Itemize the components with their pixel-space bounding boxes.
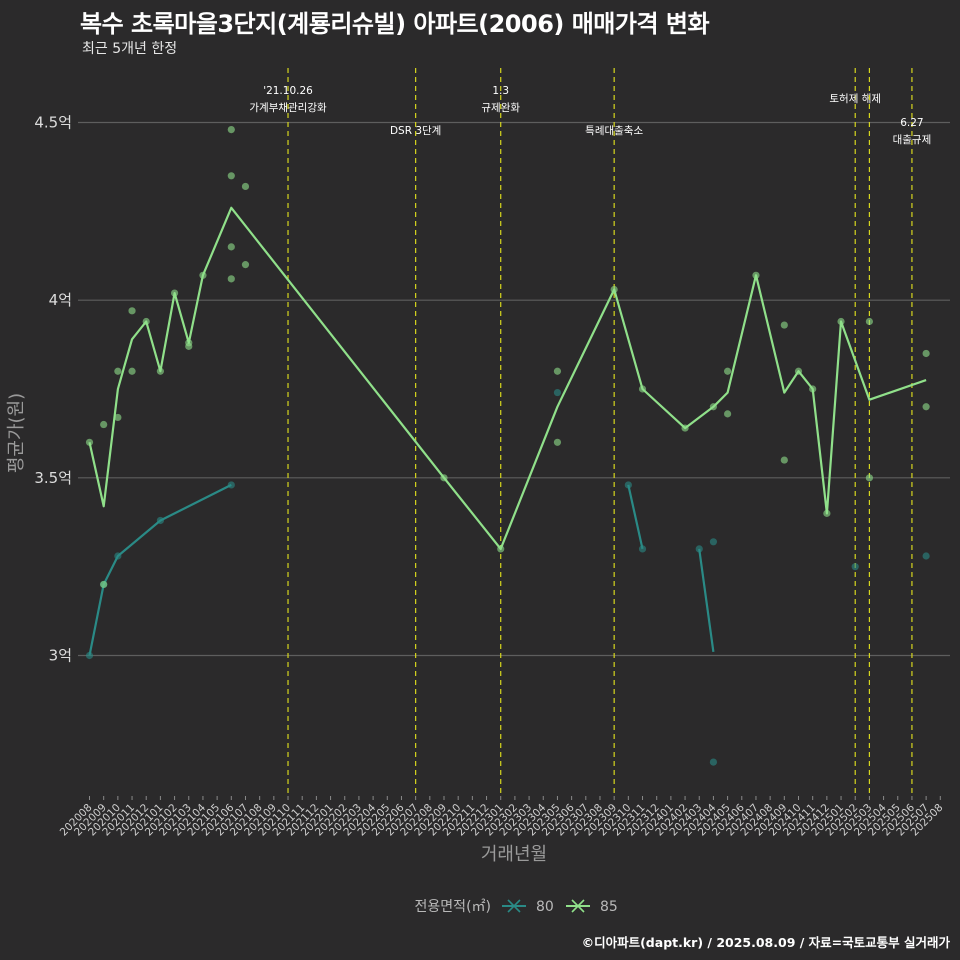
series-80-point (695, 545, 703, 553)
series-85-point (638, 385, 647, 393)
series-80-point (227, 481, 235, 489)
series-85-point (553, 438, 562, 446)
series-85-point (227, 275, 235, 283)
series-80-point (85, 651, 94, 660)
series-85-point (681, 424, 689, 432)
series-85-point (865, 474, 874, 482)
series-85-point (128, 307, 136, 315)
source-caption: ©디아파트(dapt.kr) / 2025.08.09 / 자료=국토교통부 실… (581, 935, 950, 950)
legend-title: 전용면적(㎡) (415, 899, 491, 915)
series-85-point (780, 321, 788, 329)
series-85-point (610, 285, 618, 294)
event-label: 대출규제 (893, 134, 932, 146)
series-85-point (241, 261, 250, 269)
series-85-point (440, 474, 448, 482)
series-85-line (88, 206, 927, 551)
series-85-point (837, 317, 845, 326)
series-85-point (170, 289, 179, 297)
series-80-line (88, 483, 232, 656)
event-label: DSR 3단계 (390, 125, 441, 137)
series-85-point (227, 172, 235, 180)
y-axis: 3억 3.5억 4억 4.5억 (34, 114, 72, 665)
series-85-point (922, 403, 930, 411)
series-85-point (100, 420, 108, 429)
y-axis-title: 평균가(원) (6, 393, 27, 473)
series-80-point (851, 563, 859, 571)
series-85-point (922, 349, 930, 358)
series-85-point (185, 339, 193, 347)
series-85-point (100, 580, 108, 589)
series-85-point (85, 438, 94, 446)
series-85-point (752, 271, 760, 279)
series-85-point (709, 403, 718, 411)
series-85-point (794, 367, 803, 375)
event-label: 가계부채관리강화 (249, 102, 327, 114)
series-80-point (638, 545, 647, 553)
series-85-point (724, 410, 732, 418)
event-label: 규제완화 (481, 101, 520, 114)
series-80-point (709, 538, 718, 546)
series-85-point (114, 367, 122, 375)
y-tick-label: 3억 (49, 647, 72, 665)
series-80-line (627, 484, 644, 550)
data-series (85, 126, 930, 766)
series-85-point (724, 367, 732, 375)
series-80-point (114, 552, 122, 560)
series-85-point (142, 317, 150, 326)
x-axis-title: 거래년월 (481, 844, 547, 865)
series-80-point (922, 552, 930, 560)
series-85-point (865, 317, 874, 326)
event-label: '21.10.26 (263, 85, 313, 97)
legend-label-85: 85 (600, 899, 618, 915)
grid-lines (78, 121, 950, 657)
event-label: 특례대출축소 (585, 125, 643, 137)
y-tick-label: 3.5억 (34, 469, 72, 487)
series-85-point (780, 456, 788, 464)
event-label: 6.27 (900, 117, 923, 129)
series-85-point (227, 243, 235, 251)
chart-title: 복수 초록마을3단지(계룡리슈빌) 아파트(2006) 매매가격 변화 (80, 10, 710, 38)
series-80-point (156, 516, 164, 525)
series-85-point (199, 271, 207, 279)
series-85-point (227, 126, 235, 134)
legend-label-80: 80 (536, 899, 554, 915)
series-85-point (241, 182, 250, 191)
series-85-point (114, 413, 122, 422)
series-80-point (709, 758, 718, 766)
series-85-point (809, 385, 817, 393)
x-axis: 2020082020092020102020112020122021012021… (58, 796, 945, 838)
series-85-point (497, 545, 505, 553)
series-80-point (553, 388, 562, 397)
legend: 전용면적(㎡) 80 85 (415, 899, 618, 915)
y-tick-label: 4.5억 (34, 114, 72, 132)
series-80-line (698, 548, 715, 653)
legend-key-cross (507, 899, 521, 913)
series-85-point (553, 367, 562, 375)
legend-key-cross (571, 899, 585, 913)
chart-subtitle: 최근 5개년 한정 (82, 41, 178, 57)
series-85-point (128, 367, 136, 375)
y-tick-label: 4억 (49, 291, 72, 309)
series-80-point (624, 481, 632, 489)
series-85-point (156, 367, 164, 375)
series-85-point (823, 509, 831, 517)
event-label: 토허제 해제 (829, 92, 881, 105)
event-label: 1.3 (492, 85, 509, 97)
